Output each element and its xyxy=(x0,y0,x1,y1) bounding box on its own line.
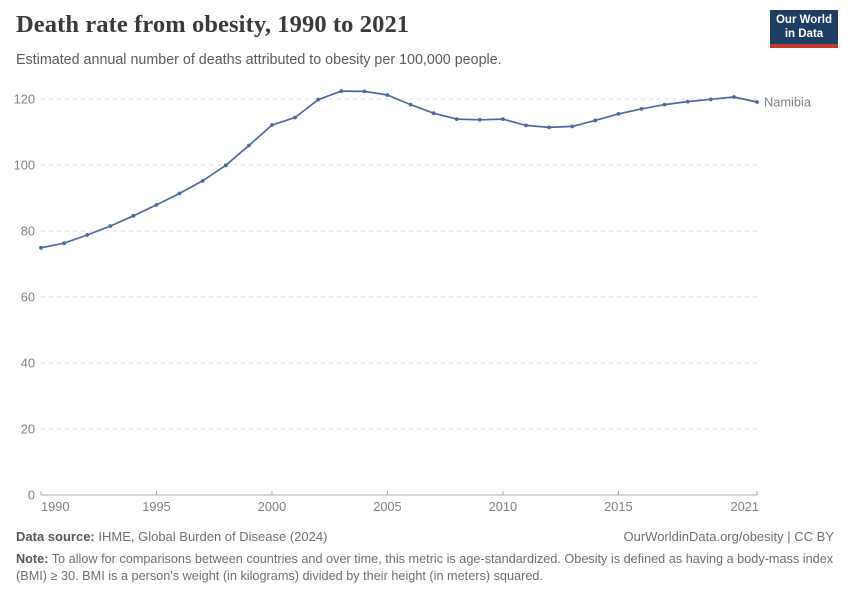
data-point-2019 xyxy=(708,97,713,102)
x-axis-label-2005: 2005 xyxy=(373,499,401,514)
data-point-2020 xyxy=(732,95,736,99)
data-point-2008 xyxy=(454,117,459,122)
data-point-2007 xyxy=(431,111,436,116)
data-point-2004 xyxy=(362,89,367,94)
data-point-1997 xyxy=(200,178,205,183)
data-point-2018 xyxy=(685,99,690,104)
data-point-1996 xyxy=(177,191,182,196)
data-point-2016 xyxy=(639,107,644,111)
y-axis-label-100: 100 xyxy=(14,158,35,173)
owid-logo-line2: in Data xyxy=(784,28,824,40)
data-point-2014 xyxy=(593,118,598,123)
x-axis-label-2021: 2021 xyxy=(731,499,759,514)
x-axis-label-1990: 1990 xyxy=(41,499,69,514)
y-axis-label-60: 60 xyxy=(21,290,35,305)
data-point-1992 xyxy=(85,233,90,237)
owid-cc-link[interactable]: OurWorldinData.org/obesity | CC BY xyxy=(623,529,835,544)
data-point-1998 xyxy=(223,163,228,168)
line-chart: 0 20 40 60 80 100 120 1990 1995 2000 2005 2010 2015 2… xyxy=(14,89,812,514)
x-axis-label-2015: 2015 xyxy=(604,499,632,514)
y-axis-label-20: 20 xyxy=(21,422,35,437)
data-point-2017 xyxy=(662,102,667,107)
owid-logo[interactable]: Our World in Data xyxy=(770,10,838,48)
trend-line-namibia xyxy=(40,90,758,249)
data-point-1995 xyxy=(154,203,159,207)
data-point-2005 xyxy=(385,93,390,97)
page-title: Death rate from obesity, 1990 to 2021 xyxy=(16,11,410,38)
data-point-1990 xyxy=(39,245,43,250)
footer: Data source: IHME, Global Burden of Dise… xyxy=(16,529,834,544)
footnote: Note: To allow for comparisons between c… xyxy=(16,551,834,584)
data-source-value: IHME, Global Burden of Disease (2024) xyxy=(94,529,328,544)
y-axis-label-0: 0 xyxy=(28,488,35,503)
y-axis-label-120: 120 xyxy=(14,92,35,107)
data-point-2002 xyxy=(316,97,321,102)
series-label-namibia: Namibia xyxy=(764,94,812,109)
data-point-2010 xyxy=(501,117,505,122)
chart-subtitle: Estimated annual number of deaths attrib… xyxy=(16,52,502,68)
data-point-1999 xyxy=(246,143,251,148)
footnote-label: Note: xyxy=(16,552,49,566)
y-axis-label-80: 80 xyxy=(21,224,35,239)
data-point-2006 xyxy=(408,102,413,107)
data-point-1991 xyxy=(62,241,66,246)
data-point-2001 xyxy=(293,115,297,120)
y-axis-label-40: 40 xyxy=(21,356,35,371)
x-axis-label-1995: 1995 xyxy=(142,499,170,514)
data-point-2021 xyxy=(755,100,759,104)
data-point-1993 xyxy=(108,224,113,228)
footnote-value: To allow for comparisons between countri… xyxy=(16,552,834,583)
data-point-2000 xyxy=(270,123,274,127)
data-point-2013 xyxy=(570,124,575,129)
data-point-2015 xyxy=(616,111,621,116)
data-source: Data source: IHME, Global Burden of Dise… xyxy=(16,529,327,544)
data-point-2003 xyxy=(339,89,344,93)
data-source-label: Data source: xyxy=(16,529,95,544)
x-axis-label-2010: 2010 xyxy=(489,499,517,514)
x-axis-label-2000: 2000 xyxy=(258,499,286,514)
owid-logo-line1: Our World xyxy=(775,13,832,26)
data-point-1994 xyxy=(131,213,136,218)
data-point-2011 xyxy=(524,123,528,128)
data-point-2012 xyxy=(547,125,552,130)
data-point-2009 xyxy=(477,117,482,122)
